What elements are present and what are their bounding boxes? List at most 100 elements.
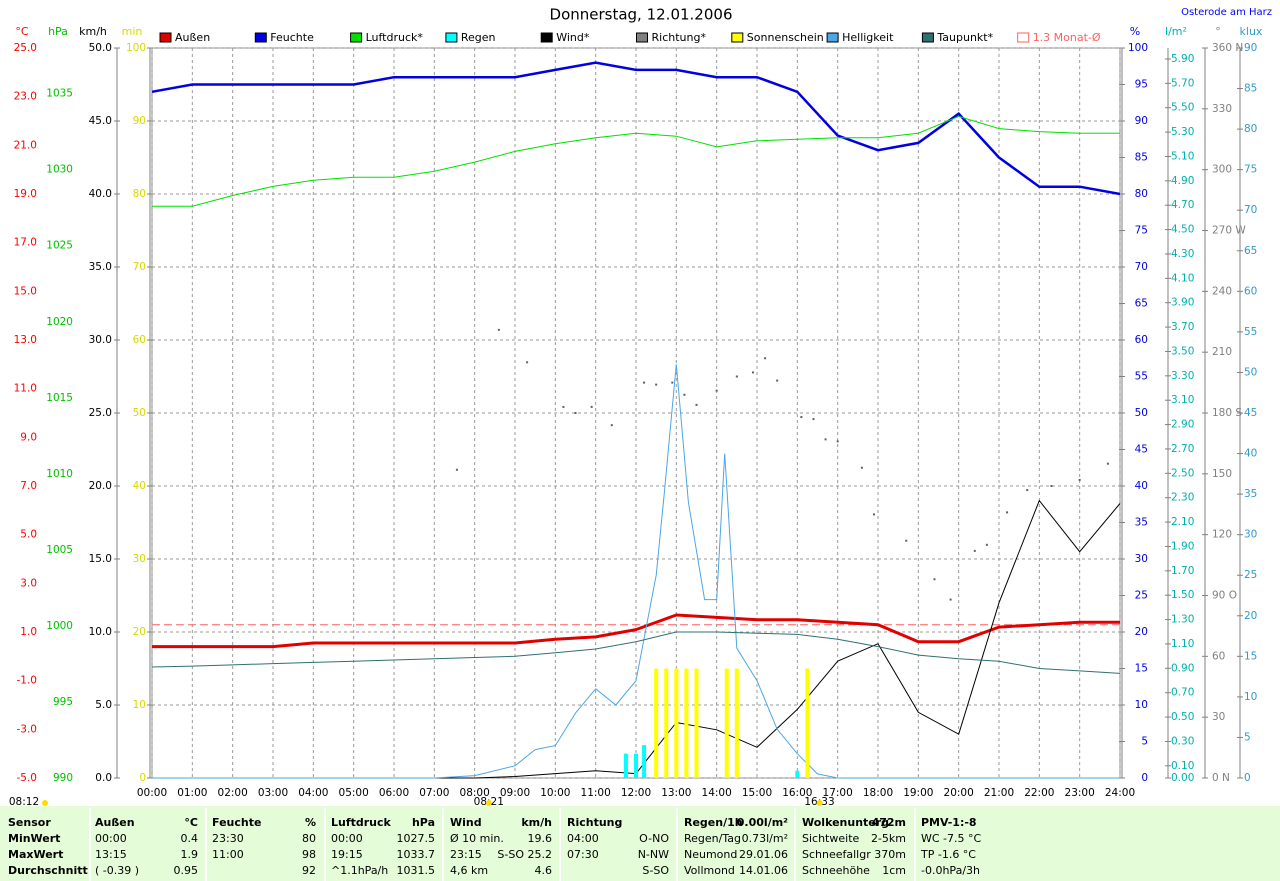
sun-marker xyxy=(485,800,492,806)
series-line xyxy=(152,613,1120,649)
point xyxy=(683,393,686,396)
point xyxy=(562,405,565,408)
y-tick-label: 5.50 xyxy=(1171,102,1194,114)
y-tick-label: 270 W xyxy=(1212,225,1246,237)
table-cell: MaxWert xyxy=(8,848,63,861)
table-background xyxy=(0,806,1280,881)
table-cell: 13:15 xyxy=(95,848,127,861)
y-tick-label: 15.0 xyxy=(89,553,112,565)
y-tick-label: 3.70 xyxy=(1171,321,1194,333)
x-tick-label: 00:00 xyxy=(137,787,167,799)
table-cell: Wind xyxy=(450,816,482,829)
axis-unit: °C xyxy=(15,25,29,38)
y-tick-label: 1010 xyxy=(46,468,73,480)
y-tick-label: 55 xyxy=(1135,371,1148,383)
point xyxy=(1106,462,1109,465)
y-tick-label: 2.10 xyxy=(1171,516,1194,528)
bar xyxy=(694,668,699,778)
y-tick-label: 0.10 xyxy=(1171,760,1194,772)
y-tick-label: 75 xyxy=(1244,164,1257,176)
bar xyxy=(654,668,659,778)
table-cell: O-NO xyxy=(639,832,669,845)
y-tick-label: 0 xyxy=(1244,772,1251,784)
y-tick-label: 60 xyxy=(1244,285,1257,297)
legend-swatch xyxy=(254,32,267,43)
y-tick-label: 17.0 xyxy=(14,237,37,249)
bar xyxy=(724,668,729,778)
y-tick-label: 35 xyxy=(1244,488,1257,500)
y-tick-label: 85 xyxy=(1244,83,1257,95)
table-cell: 19.6 xyxy=(528,832,553,845)
y-tick-label: 70 xyxy=(133,261,146,273)
y-tick-label: 35.0 xyxy=(89,261,112,273)
y-tick-label: 1005 xyxy=(46,544,73,556)
table-cell: 80 xyxy=(302,832,316,845)
x-tick-label: 20:00 xyxy=(944,787,974,799)
point xyxy=(497,328,500,331)
x-tick-label: 07:00 xyxy=(419,787,449,799)
y-tick-label: 65 xyxy=(1244,245,1257,257)
table-cell: -0.0hPa/3h xyxy=(921,864,980,877)
point xyxy=(751,371,754,374)
annotation: 08:12 xyxy=(9,796,39,808)
y-tick-label: 80 xyxy=(1135,188,1148,200)
series-line xyxy=(152,364,1120,779)
table-cell: °C xyxy=(184,816,198,829)
y-tick-label: -5.0 xyxy=(17,772,38,784)
table-cell: TP -1.6 °C xyxy=(920,848,976,861)
y-tick-label: 50 xyxy=(1135,407,1148,419)
point xyxy=(695,403,698,406)
y-tick-label: -3.0 xyxy=(17,723,38,735)
y-tick-label: 2.90 xyxy=(1171,419,1194,431)
y-tick-label: 2.50 xyxy=(1171,467,1194,479)
table-cell: km/h xyxy=(521,816,552,829)
y-tick-label: 50 xyxy=(133,407,146,419)
point xyxy=(735,375,738,378)
table-cell: 370m xyxy=(874,848,906,861)
legend-swatch xyxy=(731,32,744,43)
legend-swatch xyxy=(1017,32,1030,43)
legend-swatch xyxy=(350,32,363,43)
y-tick-label: 5.30 xyxy=(1171,126,1194,138)
y-tick-label: 5.70 xyxy=(1171,77,1194,89)
y-tick-label: 80 xyxy=(1244,123,1257,135)
y-tick-label: 5.90 xyxy=(1171,53,1194,65)
legend-swatch xyxy=(921,32,934,43)
y-tick-label: 80 xyxy=(133,188,146,200)
point xyxy=(590,405,593,408)
x-tick-label: 05:00 xyxy=(339,787,369,799)
y-tick-label: 20 xyxy=(1135,626,1148,638)
y-tick-label: 60 xyxy=(1135,334,1148,346)
y-tick-label: 1030 xyxy=(46,164,73,176)
y-tick-label: 0.50 xyxy=(1171,711,1194,723)
y-tick-label: 100 xyxy=(1128,42,1148,54)
table-cell: 1cm xyxy=(882,864,906,877)
table-cell: S-SO xyxy=(642,864,669,877)
y-tick-label: 1.10 xyxy=(1171,638,1194,650)
point xyxy=(715,389,718,392)
legend-label: Taupunkt* xyxy=(936,31,993,44)
x-tick-label: 21:00 xyxy=(984,787,1014,799)
y-tick-label: 30 xyxy=(1244,529,1257,541)
table-cell: 04:00 xyxy=(567,832,599,845)
axis-unit: klux xyxy=(1240,25,1263,38)
y-tick-label: 40 xyxy=(1135,480,1148,492)
y-tick-label: 20.0 xyxy=(89,480,112,492)
x-tick-label: 01:00 xyxy=(177,787,207,799)
y-tick-label: 20 xyxy=(1244,610,1257,622)
y-tick-label: 330 xyxy=(1212,103,1232,115)
x-tick-label: 13:00 xyxy=(661,787,691,799)
x-tick-label: 22:00 xyxy=(1024,787,1054,799)
y-tick-label: 30 xyxy=(133,553,146,565)
y-tick-label: 0 xyxy=(1141,772,1148,784)
x-tick-label: 17:00 xyxy=(823,787,853,799)
y-tick-label: 1000 xyxy=(46,620,73,632)
y-tick-label: 60 xyxy=(1212,650,1225,662)
table-cell: Wolkenunterg xyxy=(802,816,889,829)
table-cell: 2-5km xyxy=(871,832,906,845)
point xyxy=(1026,489,1029,492)
point xyxy=(643,381,646,384)
y-tick-label: 20 xyxy=(133,626,146,638)
y-tick-label: 100 xyxy=(126,42,146,54)
